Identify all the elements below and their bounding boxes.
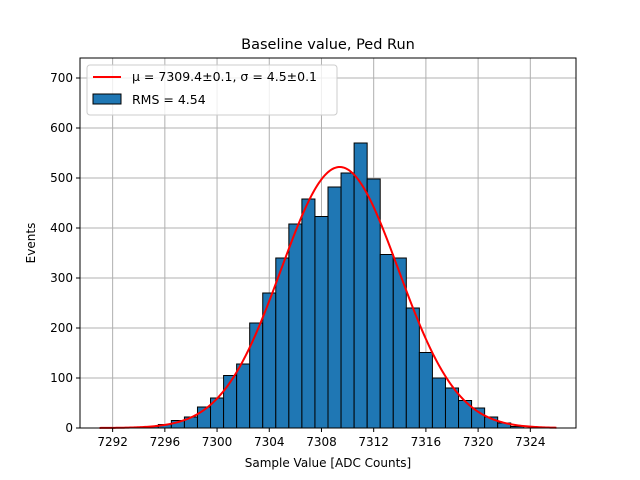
- histogram-bar-7307: [301, 198, 316, 429]
- x-tick-label: 7296: [150, 435, 181, 449]
- y-tick-label: 300: [50, 271, 73, 285]
- legend-frame: [86, 64, 338, 116]
- histogram-bar-7308: [314, 216, 329, 429]
- legend: μ = 7309.4±0.1, σ = 4.5±0.1 RMS = 4.54: [86, 64, 338, 116]
- y-tick-label: 400: [50, 221, 73, 235]
- histogram-bar-7313: [379, 254, 394, 429]
- x-tick-label: 7304: [254, 435, 285, 449]
- chart-title: Baseline value, Ped Run: [241, 37, 415, 53]
- histogram-bar-7309: [327, 186, 342, 429]
- legend-fit-separator: ,: [232, 69, 240, 84]
- x-axis-ticks: 7292 7296 7300 7304 7308 7312 7316 7320 7324: [97, 428, 546, 449]
- histogram-bar-7315: [405, 307, 420, 429]
- x-tick-label: 7300: [202, 435, 233, 449]
- y-tick-label: 600: [50, 121, 73, 135]
- histogram-bar-7310: [340, 172, 355, 429]
- legend-hist-swatch: [92, 93, 122, 105]
- x-tick-label: 7320: [463, 435, 494, 449]
- gaussian-fit-curve: [99, 166, 557, 429]
- y-tick-label: 700: [50, 71, 73, 85]
- x-tick-label: 7308: [306, 435, 337, 449]
- x-axis-label: Sample Value [ADC Counts]: [245, 456, 411, 470]
- y-axis-label: Events: [24, 223, 38, 264]
- legend-fit-mu: μ = 7309.4±0.1: [132, 69, 232, 84]
- y-tick-label: 500: [50, 171, 73, 185]
- histogram-bar-7305: [275, 257, 290, 429]
- histogram-bar-7302: [236, 363, 251, 429]
- histogram-bar-7311: [353, 142, 368, 429]
- legend-fit-label: μ = 7309.4±0.1, σ = 4.5±0.1: [132, 69, 317, 84]
- histogram-bar-7306: [288, 223, 303, 429]
- x-tick-label: 7324: [515, 435, 546, 449]
- histogram-bar-7317: [431, 377, 446, 429]
- y-tick-label: 200: [50, 321, 73, 335]
- plot-frame: [79, 57, 577, 429]
- y-tick-label: 0: [65, 421, 73, 435]
- x-tick-label: 7312: [358, 435, 389, 449]
- histogram-bar-7318: [444, 387, 460, 429]
- legend-hist-label: RMS = 4.54: [132, 92, 206, 107]
- x-tick-label: 7292: [97, 435, 128, 449]
- legend-fit-sigma: σ = 4.5±0.1: [240, 69, 317, 84]
- histogram-bars: [105, 142, 525, 429]
- histogram-bar-7316: [418, 352, 433, 429]
- histogram-bar-7303: [249, 322, 264, 429]
- y-axis-ticks: 0 100 200 300 400 500 600 700: [50, 71, 80, 435]
- x-tick-label: 7316: [411, 435, 442, 449]
- y-tick-label: 100: [50, 371, 73, 385]
